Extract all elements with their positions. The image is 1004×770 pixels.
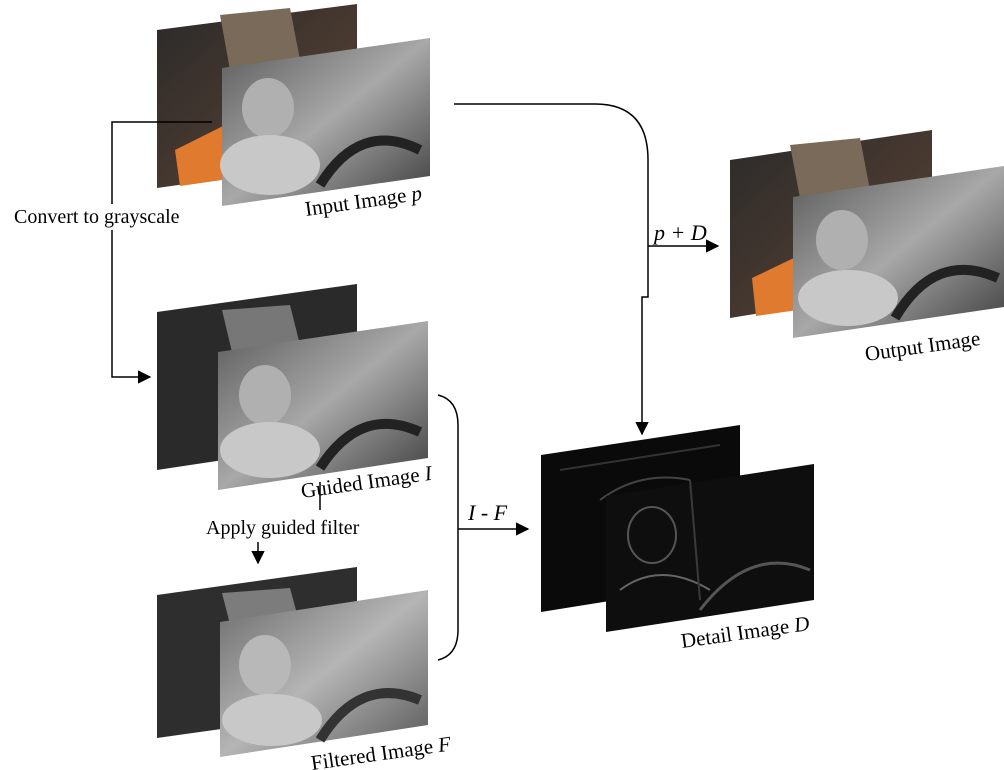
filtered-image-front [220,590,428,757]
convert-connector [111,121,212,384]
p-plus-d-label: p + D [652,220,707,245]
convert-label-bg [10,204,210,230]
i-minus-f-label: I - F [467,500,508,525]
guided-image-front [218,321,428,490]
input-image-front [220,38,430,206]
detail-image-front [606,464,814,632]
input-to-detail-connector [454,103,649,436]
apply-filter-label: Apply guided filter [206,517,360,539]
convert-label: Convert to grayscale [14,206,180,228]
output-image-front [793,166,1004,338]
group-brace [437,394,459,661]
output-image-label: Output Image [863,326,981,366]
